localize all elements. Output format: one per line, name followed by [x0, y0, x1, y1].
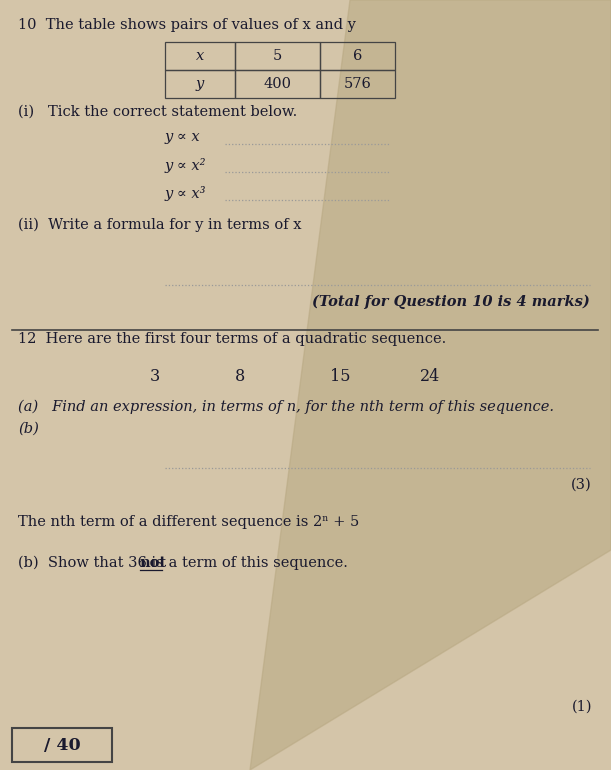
Text: (ii)  Write a formula for y in terms of x: (ii) Write a formula for y in terms of x: [18, 218, 301, 233]
Text: 576: 576: [343, 77, 371, 91]
Bar: [320, 70, 395, 98]
Text: (a)   Find an expression, in terms of n, for the nth term of this sequence.: (a) Find an expression, in terms of n, f…: [18, 400, 554, 414]
Text: (i)   Tick the correct statement below.: (i) Tick the correct statement below.: [18, 105, 297, 119]
Bar: [12, 728, 112, 762]
Text: The nth term of a different sequence is 2ⁿ + 5: The nth term of a different sequence is …: [18, 515, 359, 529]
Text: (Total for Question 10 is 4 marks): (Total for Question 10 is 4 marks): [312, 295, 590, 310]
Bar: [165, 70, 235, 98]
Text: 5: 5: [273, 49, 282, 63]
Text: 8: 8: [235, 368, 245, 385]
Polygon shape: [250, 0, 611, 770]
Bar: [235, 42, 320, 70]
Text: 6: 6: [353, 49, 362, 63]
Text: y: y: [196, 77, 204, 91]
Text: a term of this sequence.: a term of this sequence.: [164, 556, 348, 570]
Text: (b)  Show that 36 is: (b) Show that 36 is: [18, 556, 169, 570]
Bar: [235, 70, 320, 98]
Text: y ∝ x³: y ∝ x³: [165, 186, 207, 201]
Text: not: not: [140, 556, 167, 570]
Text: 24: 24: [420, 368, 440, 385]
Text: x: x: [196, 49, 204, 63]
Text: 400: 400: [263, 77, 291, 91]
Text: 15: 15: [330, 368, 350, 385]
Text: 10  The table shows pairs of values of x and y: 10 The table shows pairs of values of x …: [18, 18, 356, 32]
Bar: [320, 42, 395, 70]
Text: (b): (b): [18, 422, 39, 436]
Text: (3): (3): [571, 478, 592, 492]
Text: / 40: / 40: [43, 736, 81, 754]
Text: 3: 3: [150, 368, 160, 385]
Bar: [165, 42, 235, 70]
Text: 12  Here are the first four terms of a quadratic sequence.: 12 Here are the first four terms of a qu…: [18, 332, 446, 346]
Text: y ∝ x: y ∝ x: [165, 130, 200, 144]
Text: y ∝ x²: y ∝ x²: [165, 158, 207, 173]
Text: (1): (1): [571, 700, 592, 714]
